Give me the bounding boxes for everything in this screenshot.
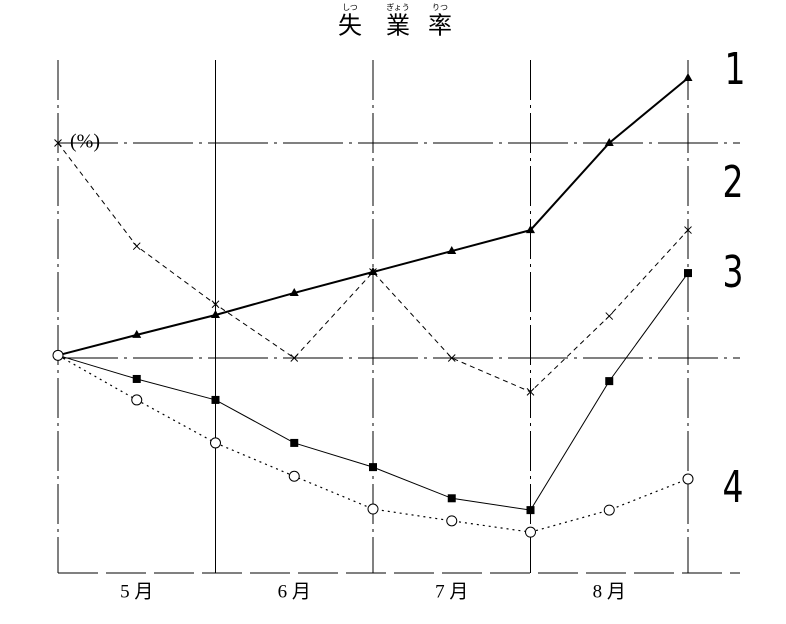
x-tick-label: 8 月	[593, 581, 626, 602]
marker	[447, 354, 456, 362]
marker	[132, 242, 141, 251]
x-tick-label: 5 月	[120, 581, 153, 602]
marker	[684, 226, 692, 234]
title-ruby: しつ	[342, 3, 358, 12]
title-ruby: ぎょう	[386, 2, 410, 12]
marker	[368, 267, 378, 275]
series-line	[57, 354, 689, 533]
marker	[605, 377, 614, 386]
marker	[605, 312, 614, 320]
legend-label: 3	[723, 247, 744, 298]
marker	[526, 506, 535, 515]
marker	[290, 438, 299, 447]
x-tick-label: 7 月	[435, 581, 468, 602]
legend-label: 1	[725, 44, 746, 95]
marker	[525, 526, 536, 538]
title-ruby: りつ	[432, 3, 448, 12]
marker	[54, 139, 62, 147]
x-tick-label: 6 月	[278, 581, 311, 602]
chart-title-char: 失	[338, 13, 362, 40]
chart-title-char: 率	[428, 13, 452, 40]
marker	[132, 329, 142, 338]
series-line	[57, 142, 689, 393]
chart-title-char: 業	[386, 13, 410, 40]
marker	[288, 470, 300, 482]
marker	[210, 437, 221, 449]
marker	[526, 225, 535, 234]
marker	[369, 268, 377, 276]
marker	[447, 246, 457, 255]
marker	[367, 503, 379, 515]
y-axis-label: (%)	[70, 131, 100, 153]
marker	[682, 473, 694, 485]
marker	[211, 395, 220, 404]
marker	[447, 494, 456, 503]
marker	[603, 504, 615, 516]
marker	[526, 388, 535, 396]
marker	[604, 138, 614, 146]
marker	[131, 394, 143, 406]
marker	[211, 300, 220, 309]
marker	[132, 374, 141, 383]
legend-label: 2	[723, 157, 744, 208]
marker	[289, 287, 299, 296]
marker	[369, 463, 377, 472]
marker	[290, 354, 299, 362]
marker	[52, 349, 64, 361]
marker	[446, 515, 458, 527]
marker	[683, 72, 693, 81]
marker	[684, 269, 692, 278]
marker	[211, 310, 220, 318]
legend-label: 4	[723, 462, 744, 513]
